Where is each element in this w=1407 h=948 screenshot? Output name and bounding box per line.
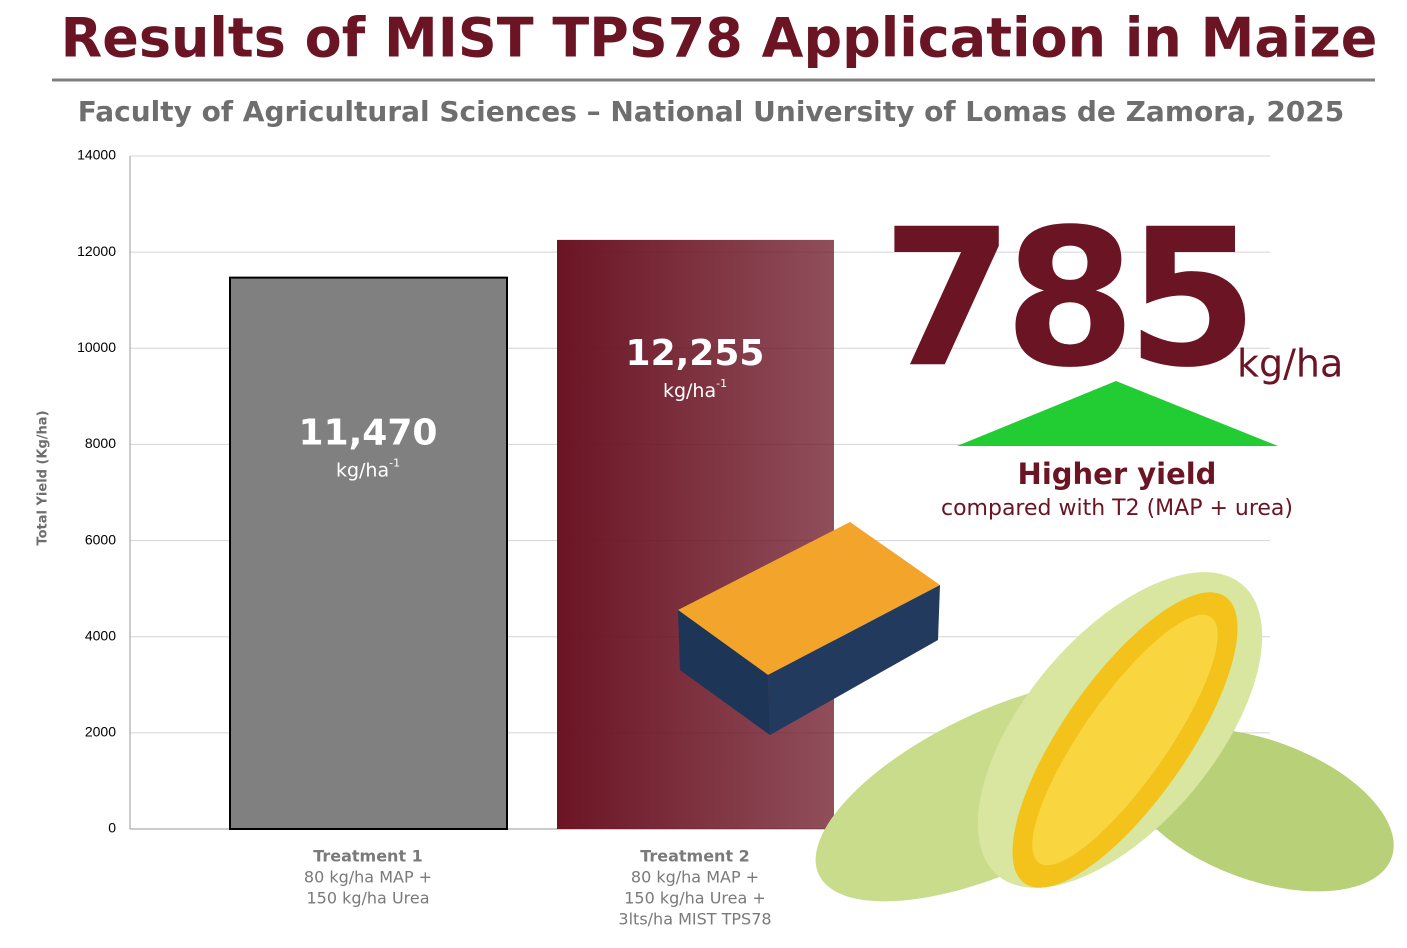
category-detail: 150 kg/ha Urea +	[624, 889, 766, 908]
unit-text: kg/ha	[663, 379, 716, 401]
product-box	[678, 522, 940, 735]
unit-exponent: -1	[716, 377, 727, 390]
y-tick-label: 12000	[77, 243, 116, 259]
y-tick-label: 10000	[77, 339, 116, 355]
bar	[557, 239, 834, 829]
category-detail: 3lts/ha MIST TPS78	[618, 910, 771, 929]
highlight-heading: Higher yield	[1018, 457, 1217, 491]
category-detail: 80 kg/ha MAP +	[304, 868, 432, 887]
x-tick-label: Treatment 1	[313, 847, 423, 866]
y-tick-label: 14000	[77, 147, 116, 163]
bar	[229, 276, 508, 830]
y-axis-label: Total Yield (Kg/ha)	[36, 410, 51, 545]
unit-exponent: -1	[389, 457, 400, 470]
y-tick-label: 0	[108, 820, 116, 836]
category-detail: 80 kg/ha MAP +	[631, 868, 759, 887]
highlight-note: compared with T2 (MAP + urea)	[941, 496, 1293, 521]
y-tick-label: 4000	[85, 627, 116, 643]
highlight-value: 785	[882, 188, 1249, 409]
value-unit: kg/ha-1	[663, 377, 727, 402]
value-label: 12,255	[626, 333, 765, 374]
unit-text: kg/ha	[336, 459, 389, 481]
category-detail: 150 kg/ha Urea	[306, 889, 429, 908]
value-label: 11,470	[299, 413, 438, 454]
corn-illustration	[815, 572, 1394, 902]
title: Results of MIST TPS78 Application in Mai…	[61, 7, 1378, 70]
subtitle: Faculty of Agricultural Sciences – Natio…	[78, 95, 1345, 128]
up-arrow	[957, 381, 1278, 446]
y-tick-label: 6000	[85, 531, 116, 547]
y-tick-label: 8000	[85, 435, 116, 451]
y-tick-label: 2000	[85, 724, 116, 740]
highlight-unit: kg/ha	[1237, 342, 1343, 386]
x-tick-label: Treatment 2	[640, 847, 750, 866]
value-unit: kg/ha-1	[336, 457, 400, 482]
